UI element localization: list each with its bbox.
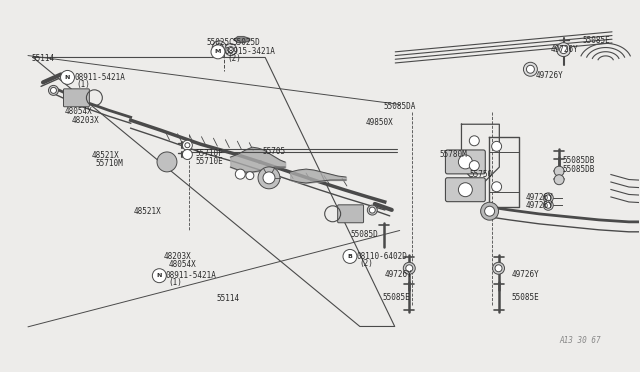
FancyBboxPatch shape [445, 150, 485, 174]
Circle shape [458, 155, 472, 169]
Circle shape [545, 195, 551, 201]
Text: 55025D: 55025D [232, 38, 260, 47]
FancyBboxPatch shape [445, 178, 485, 202]
Circle shape [246, 171, 254, 180]
Polygon shape [234, 36, 250, 43]
Text: 55114: 55114 [32, 54, 55, 62]
Circle shape [492, 141, 502, 151]
Text: 49726Y: 49726Y [385, 270, 413, 279]
Text: (2): (2) [360, 259, 373, 267]
Circle shape [469, 161, 479, 171]
Text: 49726Y: 49726Y [525, 193, 553, 202]
Circle shape [61, 70, 74, 84]
Text: M: M [215, 49, 221, 54]
Text: 55085DB: 55085DB [563, 156, 595, 165]
Circle shape [495, 265, 502, 272]
Circle shape [236, 169, 245, 179]
Circle shape [481, 202, 499, 220]
Text: 49726Y: 49726Y [536, 71, 563, 80]
Text: 55750: 55750 [470, 170, 493, 179]
Circle shape [182, 140, 193, 150]
Text: (1): (1) [168, 278, 182, 287]
Text: 55085E: 55085E [383, 293, 410, 302]
Text: 48521X: 48521X [134, 207, 161, 216]
Circle shape [406, 265, 413, 272]
Circle shape [263, 172, 275, 184]
Text: 08110-6402D: 08110-6402D [357, 252, 408, 261]
Circle shape [211, 45, 225, 59]
Circle shape [545, 202, 551, 208]
Text: 55705: 55705 [262, 147, 285, 156]
Text: 55710F: 55710F [195, 149, 223, 158]
Circle shape [527, 65, 534, 73]
Circle shape [369, 207, 375, 213]
Text: 55710E: 55710E [195, 157, 223, 166]
Text: 55085DA: 55085DA [384, 102, 416, 111]
Text: 48203X: 48203X [164, 252, 191, 261]
Circle shape [152, 269, 166, 283]
Circle shape [554, 175, 564, 185]
Text: 48521X: 48521X [92, 151, 120, 160]
Circle shape [469, 136, 479, 146]
Circle shape [182, 150, 193, 160]
Circle shape [554, 166, 564, 176]
FancyBboxPatch shape [63, 89, 90, 107]
Text: 55114: 55114 [217, 294, 240, 303]
Text: 55085DB: 55085DB [563, 165, 595, 174]
Circle shape [543, 200, 553, 210]
Text: (1): (1) [76, 80, 90, 89]
Circle shape [543, 193, 553, 203]
Circle shape [212, 41, 226, 55]
Circle shape [157, 152, 177, 172]
Text: 49726Y: 49726Y [525, 201, 553, 210]
Text: 08915-3421A: 08915-3421A [225, 47, 276, 56]
Circle shape [458, 183, 472, 197]
Text: 55085E: 55085E [511, 293, 539, 302]
Circle shape [343, 250, 357, 263]
Text: B: B [348, 254, 353, 259]
Circle shape [557, 43, 570, 57]
Circle shape [215, 44, 223, 52]
Text: 49726Y: 49726Y [511, 270, 539, 279]
Circle shape [484, 206, 495, 216]
Text: 49726Y: 49726Y [551, 45, 579, 54]
Circle shape [185, 143, 190, 148]
Text: N: N [65, 75, 70, 80]
Circle shape [228, 46, 234, 52]
Text: 55025C: 55025C [207, 38, 234, 47]
Circle shape [258, 167, 280, 189]
Text: 55085E: 55085E [582, 36, 611, 45]
Circle shape [367, 205, 377, 215]
Circle shape [49, 86, 58, 95]
Circle shape [559, 46, 568, 54]
Text: N: N [157, 273, 162, 278]
Text: 48203X: 48203X [71, 116, 99, 125]
Circle shape [524, 62, 538, 76]
Text: 48054X: 48054X [168, 260, 196, 269]
Circle shape [492, 182, 502, 192]
Circle shape [51, 87, 56, 93]
Text: 08911-5421A: 08911-5421A [166, 271, 216, 280]
Text: 49850X: 49850X [366, 119, 394, 128]
FancyBboxPatch shape [338, 205, 364, 223]
Text: 08911-5421A: 08911-5421A [74, 73, 125, 82]
Text: 55085D: 55085D [351, 230, 378, 240]
Text: A13 30 67: A13 30 67 [559, 336, 600, 344]
Text: 55710M: 55710M [95, 158, 124, 167]
Circle shape [493, 262, 504, 274]
Circle shape [225, 44, 237, 55]
Text: 55780M: 55780M [440, 150, 468, 159]
Text: (2): (2) [227, 54, 241, 63]
Circle shape [403, 262, 415, 274]
Text: 48054X: 48054X [65, 108, 93, 116]
